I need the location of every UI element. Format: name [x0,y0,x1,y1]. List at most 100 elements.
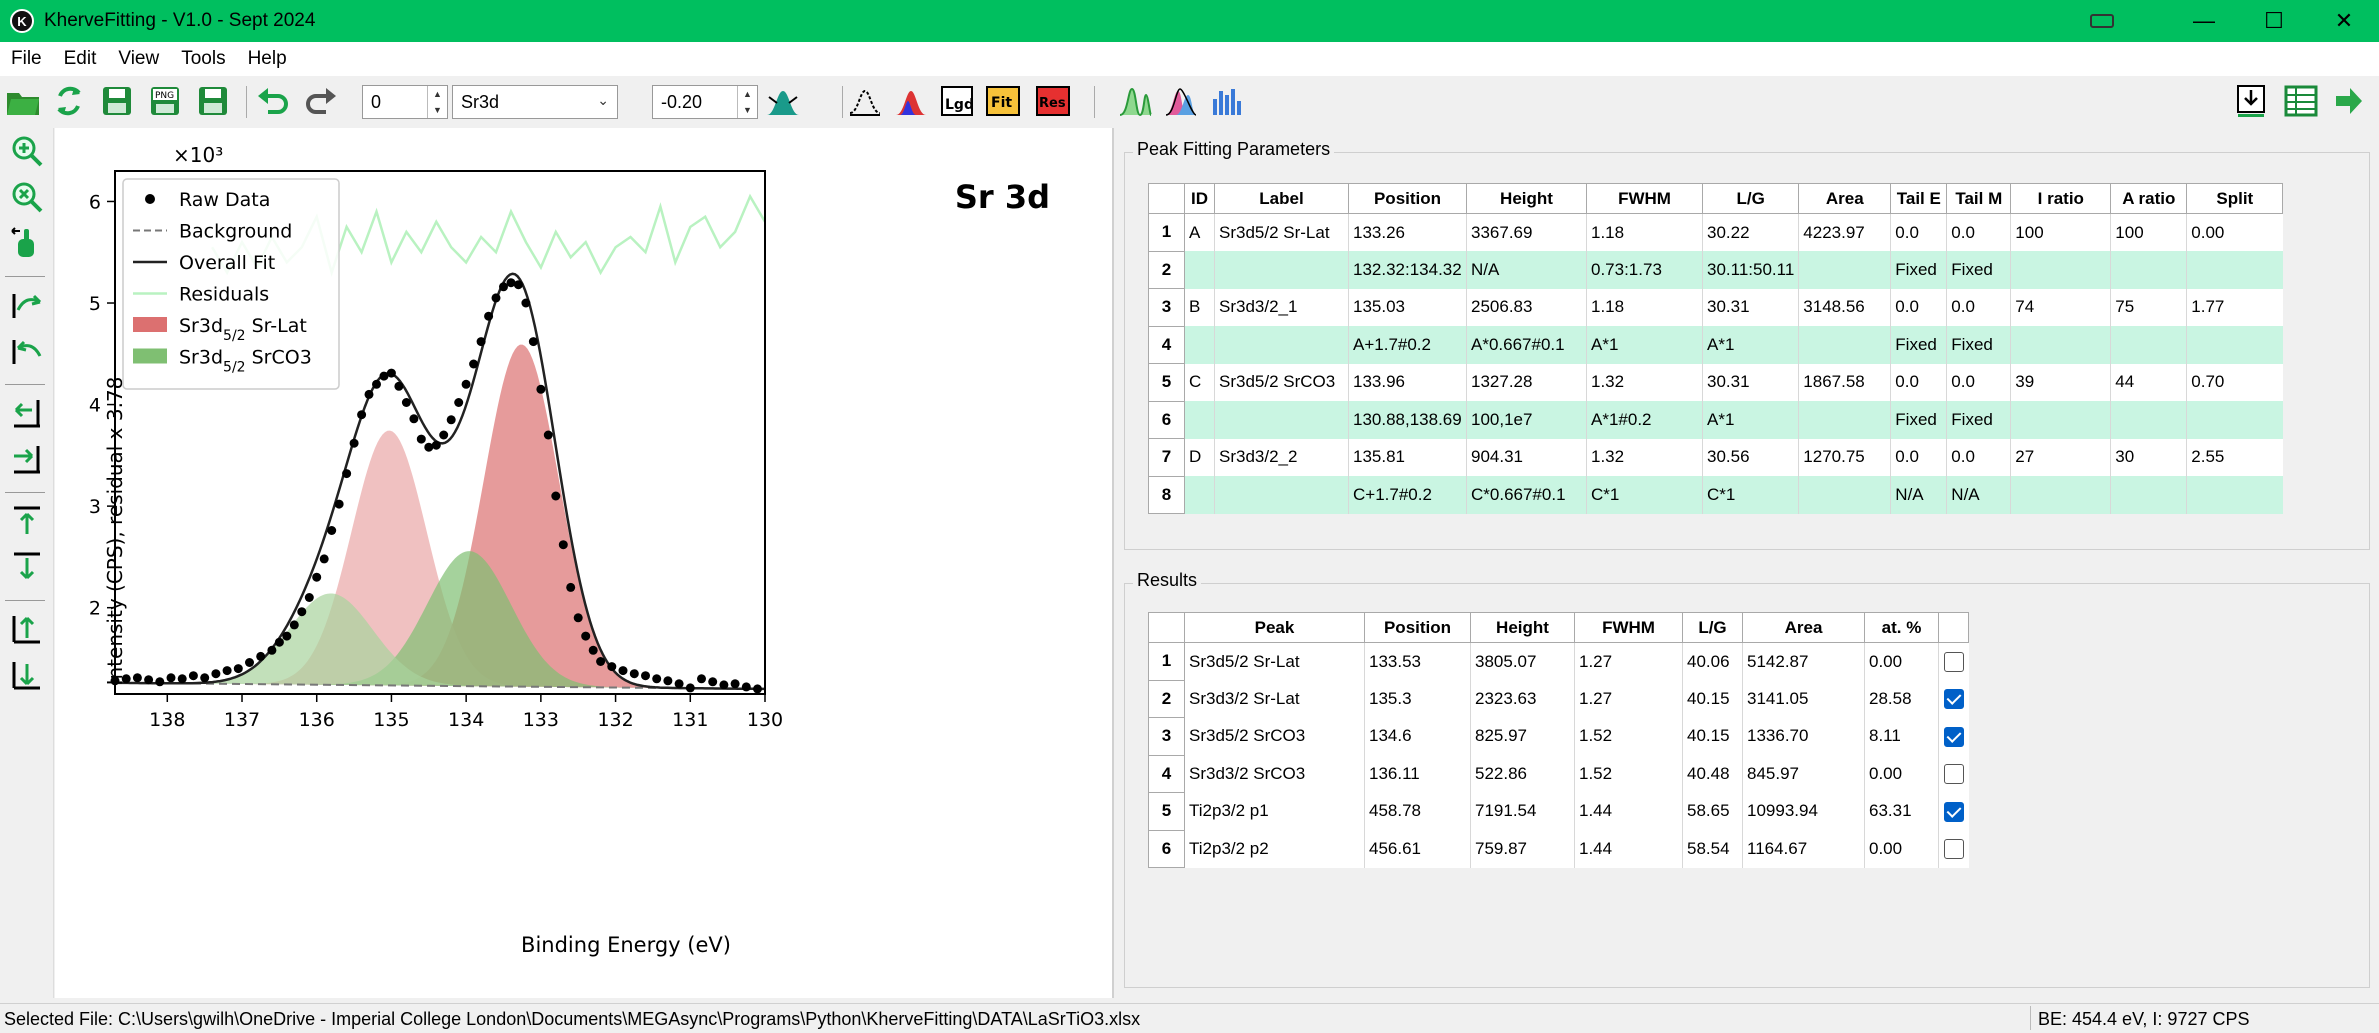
table-cell[interactable]: 30.56 [1701,438,1799,476]
include-cell[interactable] [1938,680,1969,718]
table-cell[interactable]: Sr3d3/2_1 [1214,288,1349,326]
row-header[interactable]: 4 [1148,325,1185,364]
table-cell[interactable] [1184,476,1215,514]
table-cell[interactable]: 0.0 [1946,363,2011,401]
table-cell[interactable]: Fixed [1946,326,2011,364]
table-cell[interactable]: 100 [2010,213,2111,251]
table-cell[interactable]: A*1 [1701,401,1799,439]
shift-up-right-icon[interactable] [5,284,49,326]
row-header[interactable]: 1 [1148,642,1185,681]
table-cell[interactable]: 75 [2110,288,2187,326]
table-cell[interactable]: A [1184,213,1215,251]
table-row[interactable]: 4 Sr3d3/2 SrCO3 136.11 522.86 1.52 40.48 845.9… [1148,754,1969,793]
table-cell[interactable]: B [1184,288,1215,326]
residual-button[interactable]: Res [1032,80,1074,122]
table-cell[interactable]: 1.44 [1574,830,1683,868]
row-header[interactable]: 5 [1148,792,1185,831]
params-col-header[interactable]: FWHM [1586,183,1703,214]
table-cell[interactable]: 40.48 [1682,755,1743,793]
table-cell[interactable] [2010,326,2111,364]
menu-help[interactable]: Help [247,48,287,69]
table-cell[interactable]: 522.86 [1470,755,1575,793]
table-view-icon[interactable] [2280,80,2322,122]
table-cell[interactable] [1798,251,1891,289]
table-cell[interactable]: 0.0 [1890,288,1947,326]
results-table[interactable]: Peak Position Height FWHM L/G Area at. % 1 Sr3d… [1148,612,1969,868]
row-header[interactable]: 2 [1148,250,1185,289]
table-cell[interactable]: 1327.28 [1466,363,1587,401]
table-cell[interactable]: 1867.58 [1798,363,1891,401]
table-cell[interactable]: 456.61 [1364,830,1471,868]
table-cell[interactable]: 8.11 [1864,717,1939,755]
table-cell[interactable]: Sr3d3/2 Sr-Lat [1184,680,1365,718]
include-cell[interactable] [1938,755,1969,793]
row-header[interactable]: 8 [1148,475,1185,514]
table-cell[interactable]: Ti2p3/2 p1 [1184,792,1365,830]
table-cell[interactable]: 2323.63 [1470,680,1575,718]
next-arrow-icon[interactable] [2328,80,2370,122]
results-col-header[interactable]: Position [1364,612,1471,643]
table-cell[interactable]: 0.70 [2186,363,2283,401]
params-col-header[interactable]: Tail M [1946,183,2012,214]
table-cell[interactable]: 135.81 [1348,438,1467,476]
table-row[interactable]: 3 Sr3d5/2 SrCO3 134.6 825.97 1.52 40.15 1336.7… [1148,717,1969,756]
params-col-header[interactable]: A ratio [2110,183,2188,214]
table-cell[interactable]: 845.97 [1742,755,1865,793]
table-cell[interactable]: 0.00 [2186,213,2283,251]
table-cell[interactable]: N/A [1946,476,2011,514]
params-col-header[interactable]: Height [1466,183,1587,214]
table-cell[interactable]: 39 [2010,363,2111,401]
table-cell[interactable]: C*1 [1701,476,1799,514]
zoom-out-icon[interactable] [5,176,49,218]
table-cell[interactable] [2186,251,2283,289]
results-col-header[interactable]: L/G [1682,612,1743,643]
table-row[interactable]: 1 Sr3d5/2 Sr-Lat 133.53 3805.07 1.27 40.06 514… [1148,642,1969,681]
table-cell[interactable]: 0.0 [1946,213,2011,251]
table-cell[interactable]: 134.6 [1364,717,1471,755]
table-cell[interactable]: 2.55 [2186,438,2283,476]
table-cell[interactable]: N/A [1890,476,1947,514]
table-cell[interactable]: 63.31 [1864,792,1939,830]
include-checkbox[interactable] [1943,651,1964,672]
table-row[interactable]: 2 132.32:134.32 N/A 0.73:1.73 30.11:50.11 Fix… [1148,250,2283,289]
table-cell[interactable]: 904.31 [1466,438,1587,476]
table-cell[interactable]: N/A [1466,251,1587,289]
table-row[interactable]: 2 Sr3d3/2 Sr-Lat 135.3 2323.63 1.27 40.15 3141… [1148,679,1969,718]
move-up-icon[interactable] [5,500,49,542]
include-checkbox[interactable] [1943,726,1964,747]
params-col-header[interactable]: Split [2186,183,2284,214]
table-cell[interactable]: Ti2p3/2 p2 [1184,830,1365,868]
table-cell[interactable]: 0.0 [1946,288,2011,326]
table-cell[interactable]: 0.0 [1946,438,2011,476]
table-cell[interactable]: 58.65 [1682,792,1743,830]
move-down-icon[interactable] [5,546,49,588]
maximize-button[interactable]: ☐ [2264,8,2284,33]
table-cell[interactable] [2110,326,2187,364]
shift-down-left-icon[interactable] [5,330,49,372]
table-cell[interactable]: Fixed [1946,251,2011,289]
be-offset-spinbox[interactable]: -0.20 ▲ ▼ [652,85,758,119]
table-cell[interactable]: 3367.69 [1466,213,1587,251]
table-cell[interactable]: 1.52 [1574,717,1683,755]
xps-chart[interactable]: 138 137 136 135 134 133 132 131 130 2 3 4 5 6 Sr 3d B… [55,128,1112,998]
table-cell[interactable]: A*1 [1586,326,1703,364]
minimize-button[interactable]: — [2193,8,2215,33]
row-header[interactable]: 2 [1148,679,1185,718]
table-cell[interactable]: 74 [2010,288,2111,326]
peak-params-table[interactable]: ID Label Position Height FWHM L/G Area Tail E Ta… [1148,183,2284,514]
background-icon[interactable] [844,80,886,122]
table-cell[interactable] [2110,401,2187,439]
table-cell[interactable]: 30.31 [1701,288,1799,326]
include-cell[interactable] [1938,830,1969,868]
table-cell[interactable] [2010,251,2111,289]
table-cell[interactable]: 30 [2110,438,2187,476]
table-cell[interactable] [1798,476,1891,514]
core-level-select[interactable]: Sr3d ⌄ [452,85,618,119]
row-header[interactable]: 1 [1148,213,1185,252]
table-cell[interactable] [2110,251,2187,289]
table-cell[interactable]: 0.00 [1864,830,1939,868]
table-cell[interactable] [2010,476,2111,514]
table-cell[interactable]: Fixed [1890,401,1947,439]
table-row[interactable]: 3 B Sr3d3/2_1 135.03 2506.83 1.18 30.31 3148.56… [1148,288,2283,327]
table-cell[interactable]: 825.97 [1470,717,1575,755]
